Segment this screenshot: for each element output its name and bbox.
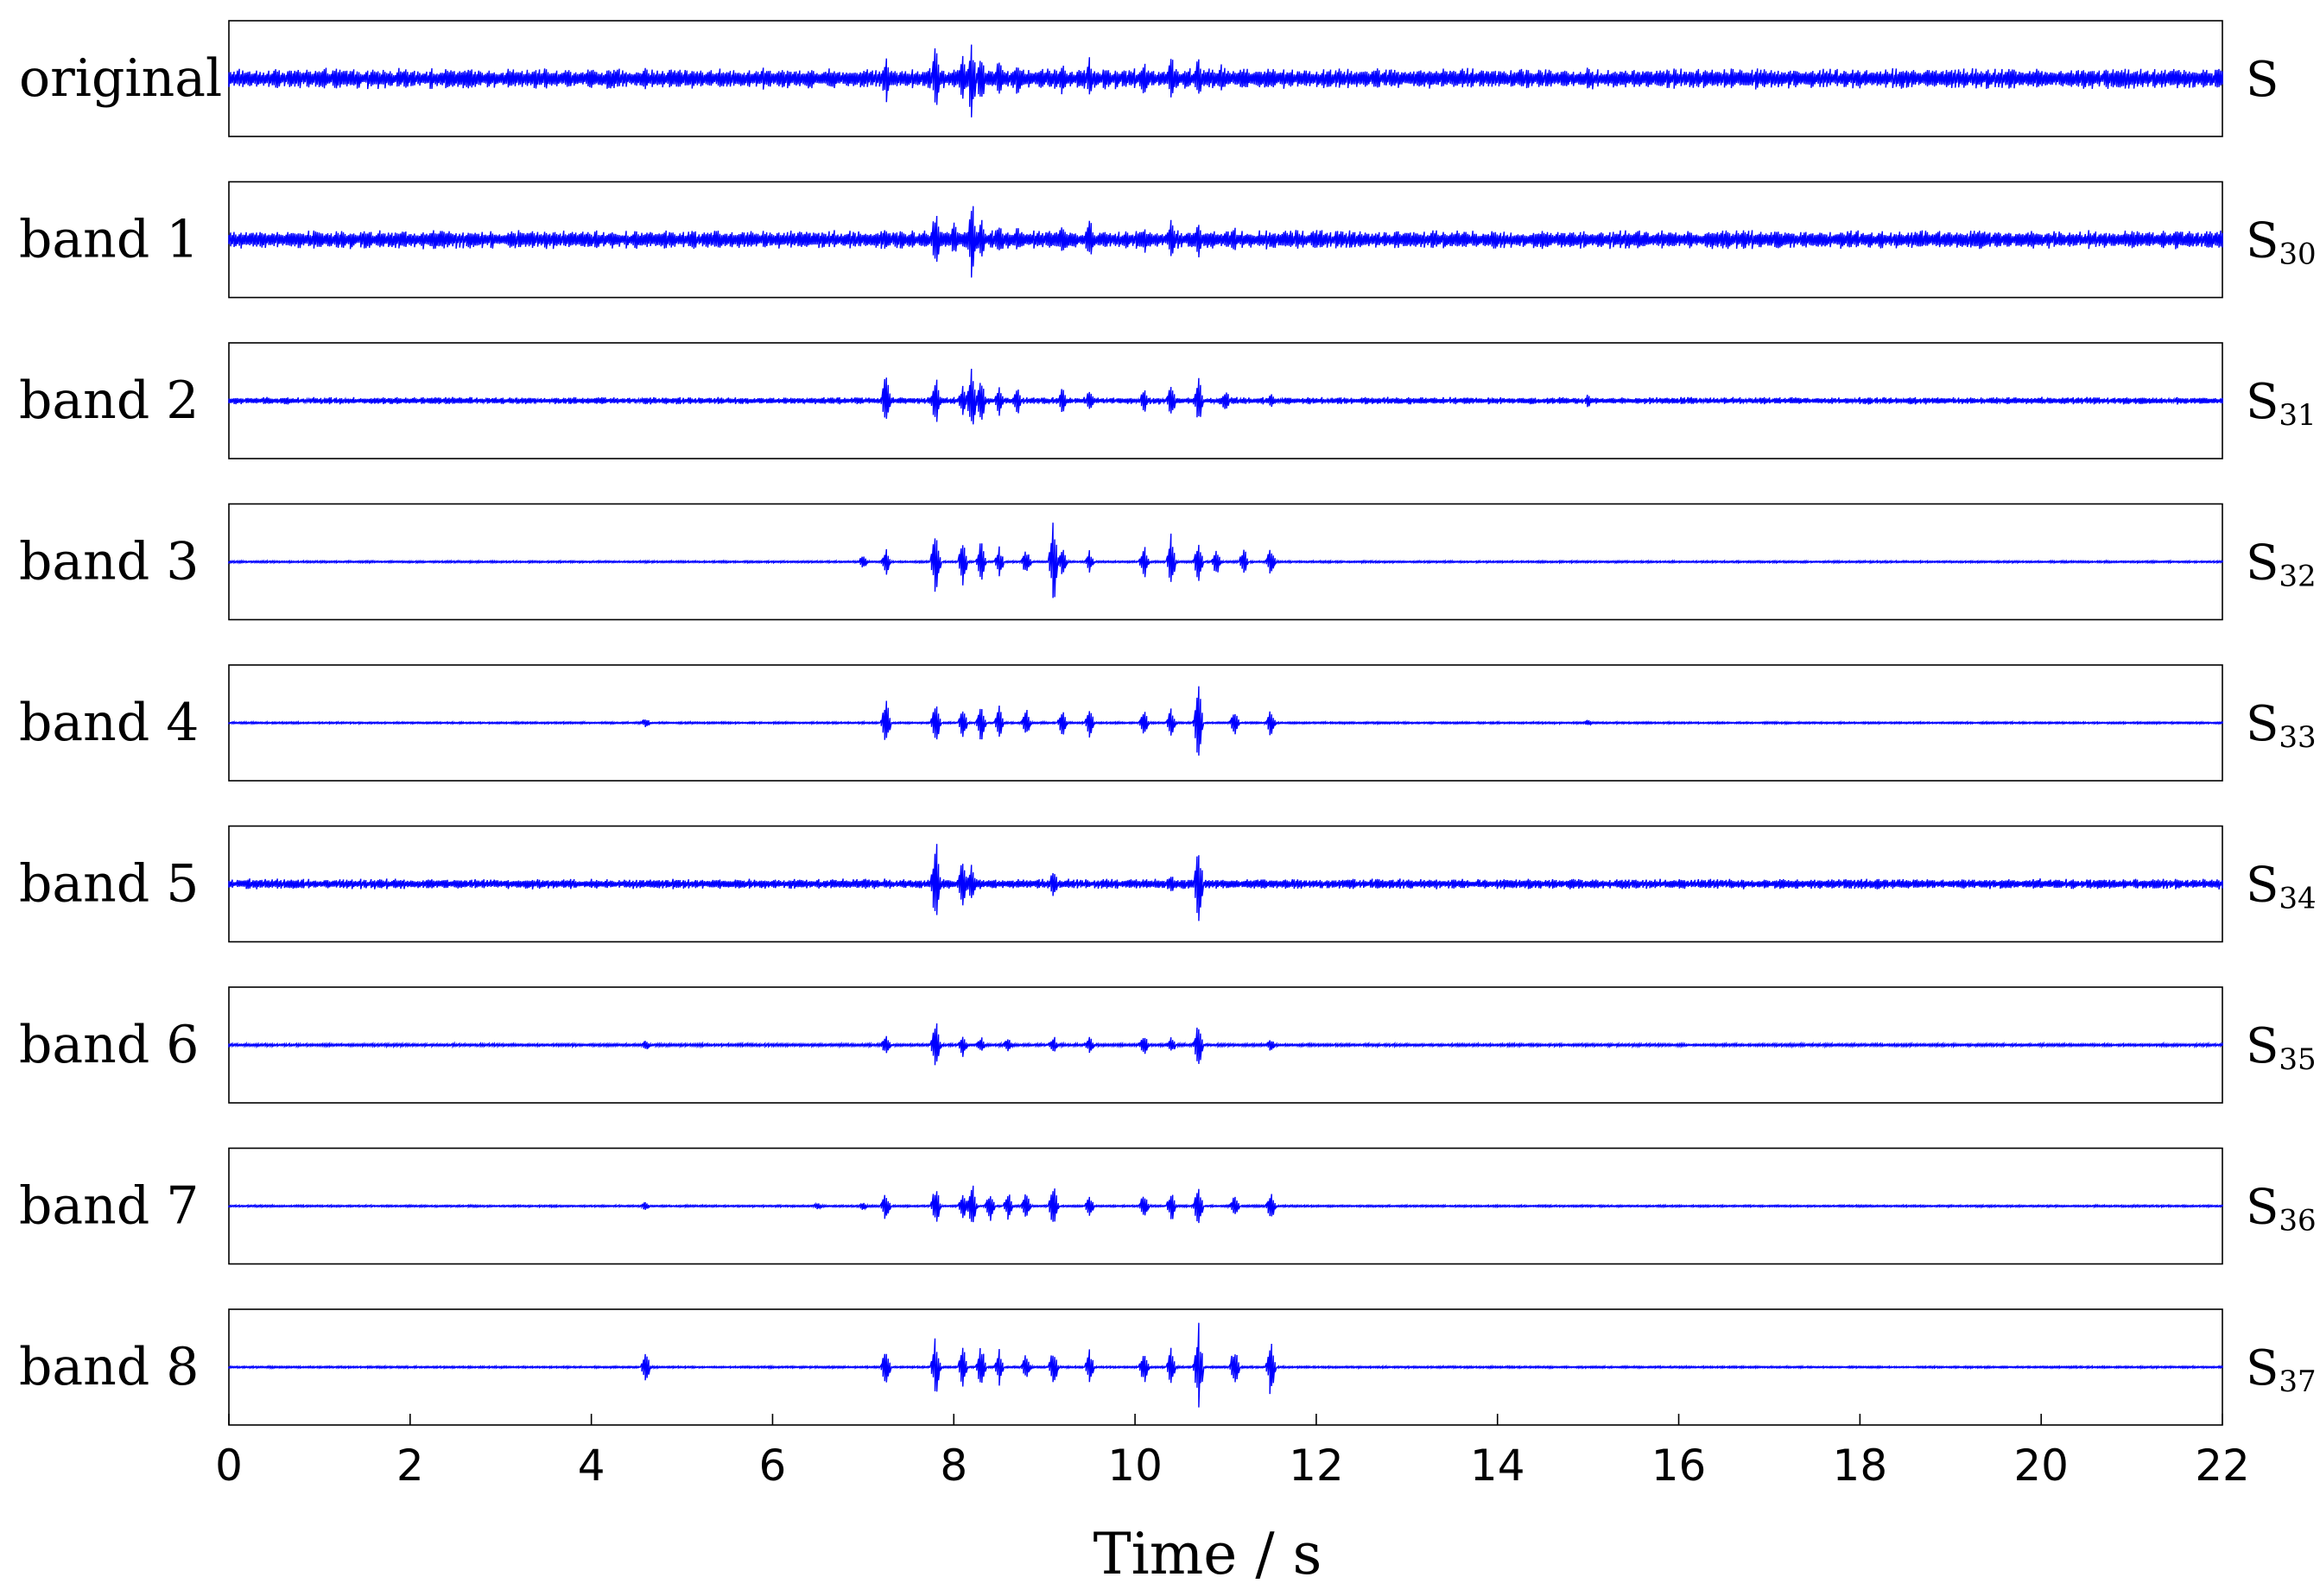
panel-band-6: band 6 S35 xyxy=(19,986,2317,1104)
waveform-line xyxy=(228,206,2223,278)
panel-band-4: band 4 S33 xyxy=(19,664,2317,782)
panel-band-7: band 7 S36 xyxy=(19,1147,2317,1265)
band-name-label: band 5 xyxy=(19,854,199,915)
band-name-label: band 3 xyxy=(19,532,199,592)
signal-symbol-label: S33 xyxy=(2246,696,2317,755)
signal-symbol-label: S35 xyxy=(2246,1018,2317,1077)
band-name-label: original xyxy=(19,48,222,109)
panel-original: original S xyxy=(19,20,2279,137)
band-name-label: band 7 xyxy=(19,1176,199,1237)
band-name-label: band 6 xyxy=(19,1015,199,1075)
panel-band-2: band 2 S31 xyxy=(19,342,2317,459)
panel-band-3: band 3 S32 xyxy=(19,503,2317,621)
x-tick-label: 8 xyxy=(940,1441,967,1491)
signal-symbol-label: S31 xyxy=(2246,374,2317,433)
signal-symbol-label: S37 xyxy=(2246,1340,2317,1399)
panel-band-1: band 1 S30 xyxy=(19,180,2317,299)
waveform-line xyxy=(228,1023,2223,1066)
x-tick-label: 18 xyxy=(1833,1441,1888,1491)
waveform-line xyxy=(228,686,2223,756)
signal-symbol-label: S36 xyxy=(2246,1180,2317,1238)
band-name-label: band 8 xyxy=(19,1337,199,1397)
waveform-line xyxy=(228,522,2223,598)
band-name-label: band 1 xyxy=(19,210,199,270)
panel-band-8: band 8 S37 xyxy=(19,1308,2317,1426)
waveform-line xyxy=(228,1185,2223,1224)
x-tick-label: 0 xyxy=(215,1441,243,1491)
x-tick-label: 12 xyxy=(1289,1441,1344,1491)
band-name-label: band 4 xyxy=(19,693,199,753)
x-tick-label: 4 xyxy=(578,1441,605,1491)
x-tick-label: 6 xyxy=(759,1441,787,1491)
signal-symbol-label: S xyxy=(2246,52,2279,108)
waveform-line xyxy=(228,368,2223,425)
x-tick-label: 10 xyxy=(1107,1441,1163,1491)
x-tick-label: 16 xyxy=(1651,1441,1707,1491)
x-tick-label: 22 xyxy=(2195,1441,2250,1491)
signal-symbol-label: S30 xyxy=(2246,213,2317,272)
signal-symbol-label: S34 xyxy=(2246,858,2317,916)
x-axis-title: Time / s xyxy=(1093,1521,1322,1587)
waveform-line xyxy=(228,44,2223,117)
x-tick-label: 2 xyxy=(396,1441,424,1491)
band-name-label: band 2 xyxy=(19,370,199,431)
x-tick-label: 14 xyxy=(1470,1441,1525,1491)
waveform-line xyxy=(228,844,2223,922)
panel-band-5: band 5 S34 xyxy=(19,825,2317,943)
time-axis: 0 2 4 6 8 10 12 14 16 18 20 22 xyxy=(215,1414,2250,1491)
signal-symbol-label: S32 xyxy=(2246,535,2317,594)
waveform-line xyxy=(228,1322,2223,1408)
x-tick-label: 20 xyxy=(2013,1441,2069,1491)
